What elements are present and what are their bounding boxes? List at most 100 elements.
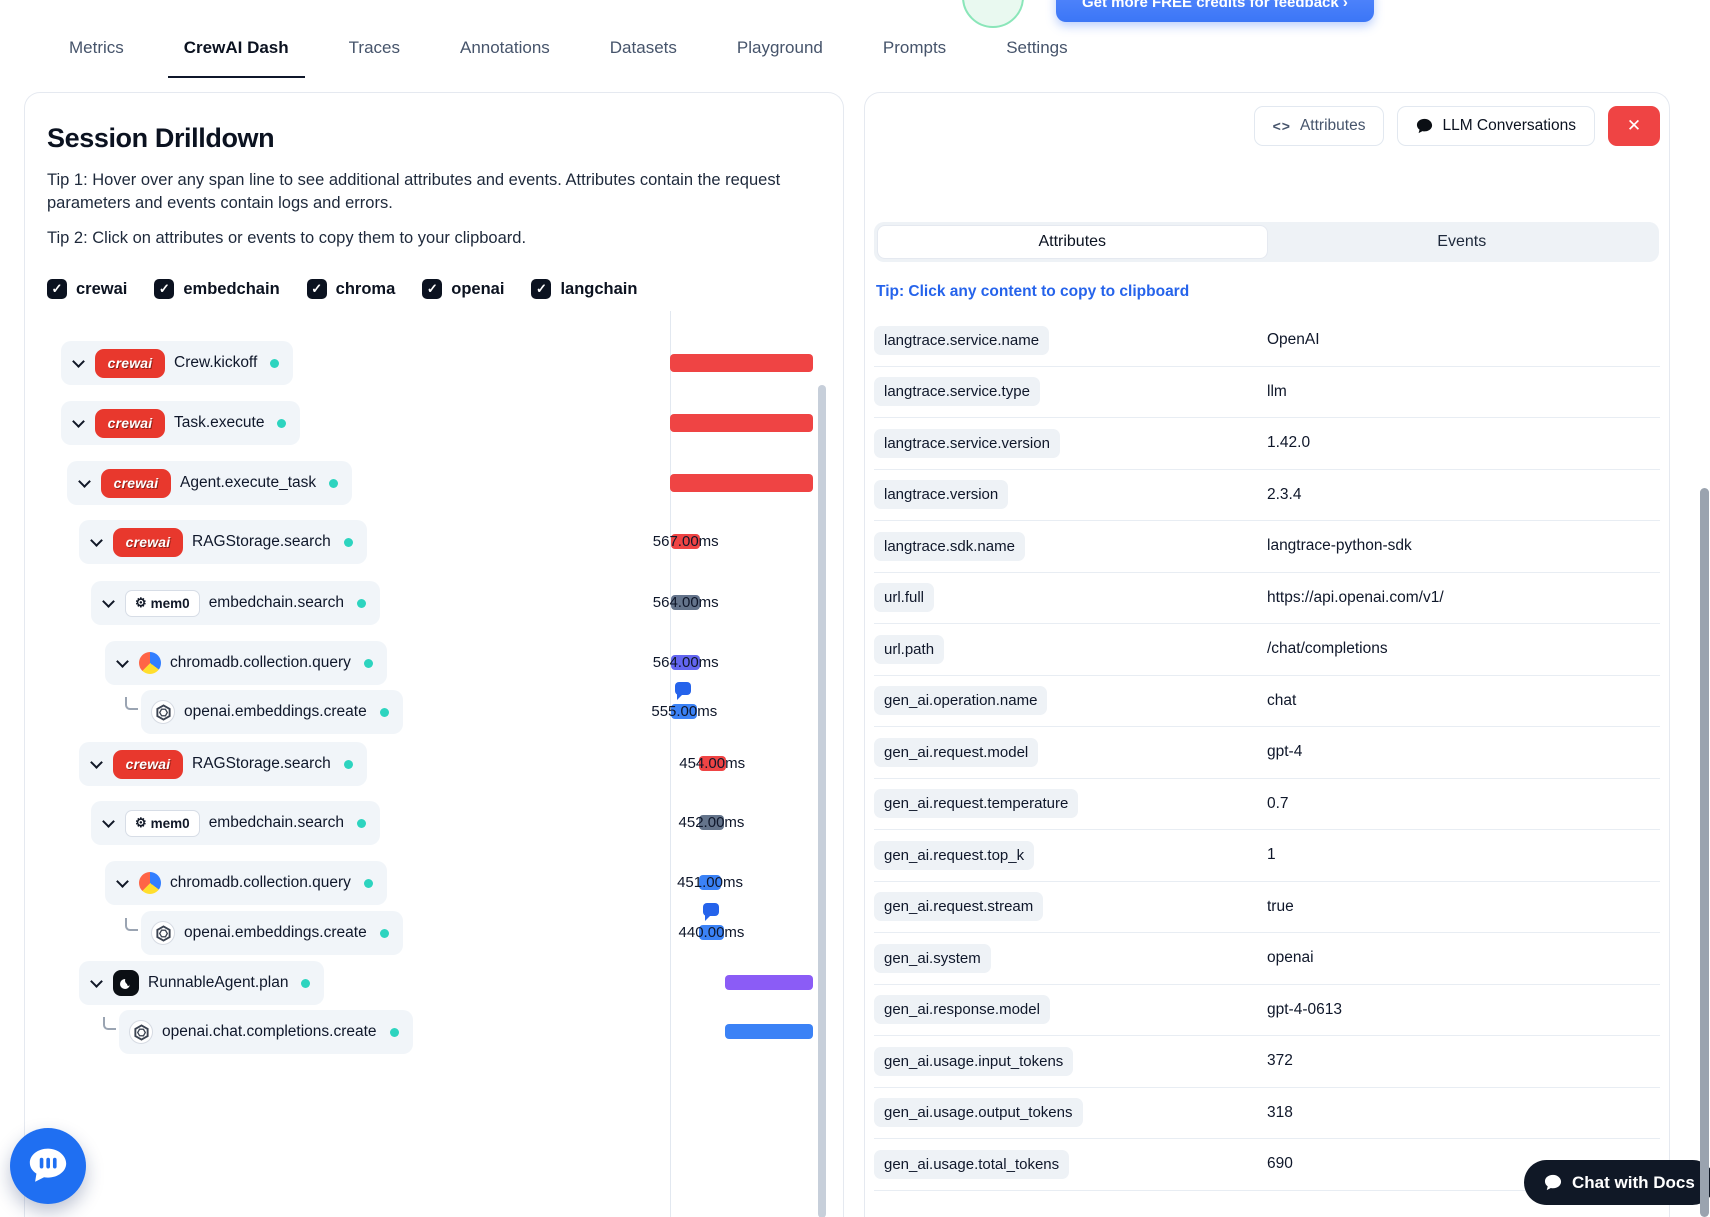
span-row[interactable]: openai.chat.completions.create — [47, 1002, 837, 1062]
attribute-value[interactable]: 1 — [1267, 846, 1276, 864]
attribute-value[interactable]: gpt-4 — [1267, 743, 1303, 761]
attribute-value[interactable]: openai — [1267, 949, 1314, 967]
checkbox-icon[interactable]: ✓ — [47, 279, 67, 300]
duration-bar[interactable] — [698, 875, 722, 890]
duration-bar[interactable] — [698, 756, 726, 771]
attribute-key-chip[interactable]: gen_ai.request.temperature — [874, 789, 1079, 819]
duration-bar[interactable] — [671, 534, 701, 549]
chevron-down-icon[interactable] — [102, 814, 115, 828]
page-scrollbar[interactable] — [1700, 488, 1709, 1217]
attribute-value[interactable]: OpenAI — [1267, 331, 1320, 349]
attribute-key-chip[interactable]: gen_ai.system — [874, 943, 991, 973]
attribute-value[interactable]: llm — [1267, 382, 1287, 400]
span-label-box[interactable]: crewai RAGStorage.search — [79, 742, 367, 786]
attribute-value[interactable]: /chat/completions — [1267, 640, 1388, 658]
attribute-key-chip[interactable]: gen_ai.operation.name — [874, 686, 1048, 716]
checkbox-icon[interactable]: ✓ — [306, 279, 327, 300]
span-label-box[interactable]: openai.chat.completions.create — [119, 1010, 413, 1054]
tab-settings[interactable]: Settings — [1006, 38, 1068, 57]
attribute-value[interactable]: gpt-4-0613 — [1267, 1000, 1342, 1018]
tree-scrollbar[interactable] — [818, 385, 826, 1217]
span-row[interactable]: chromadb.collection.query 564.00ms — [47, 633, 837, 693]
llm-conversations-button[interactable]: LLM Conversations — [1397, 106, 1595, 146]
tab-playground[interactable]: Playground — [736, 38, 823, 57]
span-label-box[interactable]: crewai Crew.kickoff — [61, 341, 294, 385]
span-label-box[interactable]: crewai RAGStorage.search — [79, 520, 367, 564]
checkbox-icon[interactable]: ✓ — [154, 279, 175, 300]
attribute-value[interactable]: chat — [1267, 691, 1297, 709]
span-label-box[interactable]: openai.embeddings.create — [141, 911, 403, 955]
attribute-key-chip[interactable]: langtrace.sdk.name — [874, 531, 1025, 561]
duration-bar[interactable] — [725, 1024, 813, 1039]
attribute-key-chip[interactable]: gen_ai.request.stream — [874, 892, 1044, 922]
attribute-value[interactable]: 690 — [1267, 1155, 1293, 1173]
chevron-down-icon[interactable] — [72, 414, 85, 428]
attribute-value[interactable]: 1.42.0 — [1267, 434, 1311, 452]
chevron-down-icon[interactable] — [72, 354, 85, 368]
attribute-value[interactable]: 318 — [1267, 1103, 1293, 1121]
detail-tab-events[interactable]: Events — [1437, 233, 1487, 250]
chevron-down-icon[interactable] — [90, 533, 103, 547]
chat-with-docs-button[interactable]: Chat with Docs — [1524, 1160, 1710, 1205]
attribute-value[interactable]: true — [1267, 897, 1294, 915]
span-label-box[interactable]: RunnableAgent.plan — [79, 961, 325, 1005]
span-label-box[interactable]: chromadb.collection.query — [105, 861, 387, 905]
attribute-key-chip[interactable]: gen_ai.response.model — [874, 995, 1050, 1025]
attribute-value[interactable]: 2.3.4 — [1267, 485, 1302, 503]
chevron-down-icon[interactable] — [90, 974, 103, 988]
attribute-value[interactable]: 0.7 — [1267, 794, 1289, 812]
close-button[interactable]: ✕ — [1608, 106, 1660, 146]
attribute-key-chip[interactable]: langtrace.service.name — [874, 325, 1050, 355]
filter-embedchain[interactable]: ✓ embedchain — [154, 279, 280, 300]
duration-bar[interactable] — [670, 414, 813, 432]
span-row[interactable]: crewai Task.execute — [47, 393, 837, 453]
attribute-key-chip[interactable]: langtrace.version — [874, 480, 1009, 510]
span-label-box[interactable]: chromadb.collection.query — [105, 641, 387, 685]
span-row[interactable]: crewai Agent.execute_task — [47, 453, 837, 513]
attribute-key-chip[interactable]: gen_ai.usage.input_tokens — [874, 1046, 1074, 1076]
attribute-key-chip[interactable]: gen_ai.request.model — [874, 737, 1039, 767]
filter-chroma[interactable]: ✓ chroma — [306, 279, 395, 300]
checkbox-icon[interactable]: ✓ — [422, 279, 443, 300]
span-row[interactable]: ⚙ mem0 embedchain.search 564.00ms — [47, 573, 837, 633]
span-row[interactable]: ⚙ mem0 embedchain.search 452.00ms — [47, 793, 837, 853]
duration-bar[interactable] — [671, 655, 701, 670]
span-row[interactable]: RunnableAgent.plan — [47, 953, 837, 1013]
attribute-key-chip[interactable]: url.full — [874, 583, 935, 613]
span-label-box[interactable]: crewai Agent.execute_task — [67, 461, 353, 505]
span-label-box[interactable]: ⚙ mem0 embedchain.search — [91, 801, 380, 845]
chevron-down-icon[interactable] — [90, 755, 103, 769]
duration-bar[interactable] — [670, 474, 813, 492]
duration-bar[interactable] — [670, 354, 813, 372]
attribute-key-chip[interactable]: langtrace.service.type — [874, 377, 1040, 407]
filter-openai[interactable]: ✓ openai — [422, 279, 504, 300]
attribute-value[interactable]: langtrace-python-sdk — [1267, 537, 1412, 555]
chevron-down-icon[interactable] — [116, 874, 129, 888]
span-label-box[interactable]: ⚙ mem0 embedchain.search — [91, 581, 380, 625]
tab-metrics[interactable]: Metrics — [69, 38, 124, 57]
tab-datasets[interactable]: Datasets — [609, 38, 677, 57]
duration-bar[interactable] — [671, 704, 698, 719]
duration-bar[interactable] — [698, 925, 725, 940]
chat-widget-launcher[interactable] — [10, 1128, 86, 1204]
span-row[interactable]: chromadb.collection.query 451.00ms — [47, 853, 837, 913]
span-label-box[interactable]: openai.embeddings.create — [141, 690, 403, 734]
tab-prompts[interactable]: Prompts — [882, 38, 947, 57]
filter-langchain[interactable]: ✓ langchain — [531, 279, 637, 300]
span-row[interactable]: crewai Crew.kickoff — [47, 333, 837, 393]
chevron-down-icon[interactable] — [78, 474, 91, 488]
duration-bar[interactable] — [725, 975, 813, 990]
span-row[interactable]: crewai RAGStorage.search 454.00ms — [47, 734, 837, 794]
tab-traces[interactable]: Traces — [348, 38, 400, 57]
attribute-key-chip[interactable]: gen_ai.usage.total_tokens — [874, 1149, 1070, 1179]
span-label-box[interactable]: crewai Task.execute — [61, 401, 301, 445]
attributes-button[interactable]: <> Attributes — [1253, 106, 1385, 146]
detail-tab-attributes[interactable]: Attributes — [877, 225, 1268, 259]
span-row[interactable]: crewai RAGStorage.search 567.00ms — [47, 512, 837, 572]
promo-button[interactable]: Get more FREE credits for feedback › — [1056, 0, 1374, 22]
attribute-value[interactable]: 372 — [1267, 1052, 1293, 1070]
span-row[interactable]: openai.embeddings.create 440.00ms — [47, 903, 837, 963]
tab-annotations[interactable]: Annotations — [459, 38, 550, 57]
chevron-down-icon[interactable] — [102, 594, 115, 608]
tab-crewai-dash[interactable]: CrewAI Dash — [167, 38, 305, 78]
